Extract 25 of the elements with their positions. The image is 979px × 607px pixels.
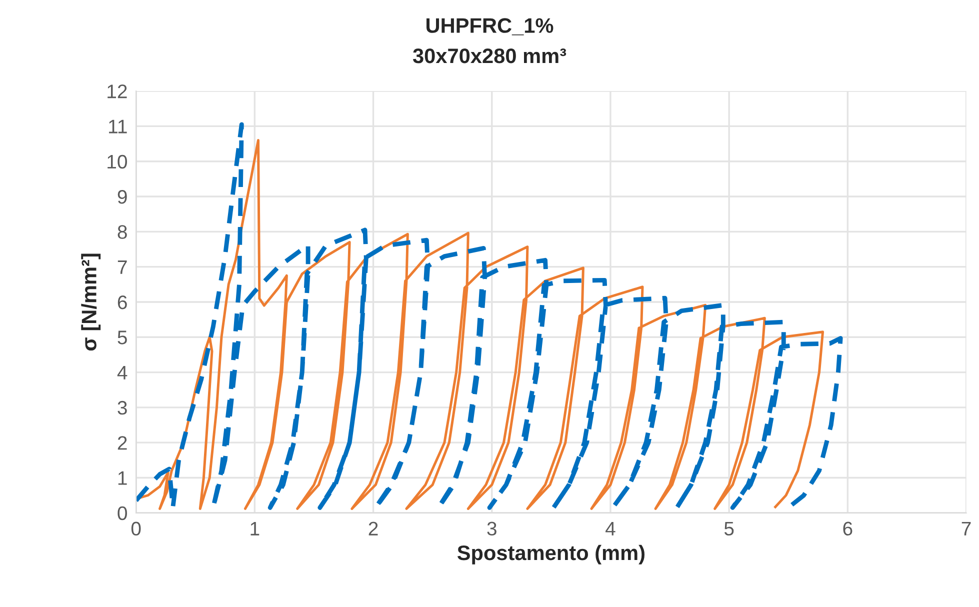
y-tick-label: 7 xyxy=(118,260,127,274)
y-tick-label: 2 xyxy=(118,436,127,450)
x-tick-label: 3 xyxy=(487,522,496,536)
y-tick-label: 9 xyxy=(118,190,127,204)
x-tick-label: 2 xyxy=(368,522,378,536)
x-axis-title: Spostamento (mm) xyxy=(457,544,644,564)
y-tick-label: 11 xyxy=(109,120,127,134)
y-tick-label: 10 xyxy=(108,154,127,169)
y-tick-label: 1 xyxy=(118,471,127,485)
y-tick-label: 6 xyxy=(118,295,127,310)
chart-title: UHPFRC_1% xyxy=(426,18,554,36)
x-tick-label: 0 xyxy=(131,522,141,536)
x-tick-label: 5 xyxy=(724,522,734,536)
y-axis-title: σ [N/mm²] xyxy=(81,254,101,351)
y-tick-label: 4 xyxy=(117,366,128,380)
x-tick-label: 7 xyxy=(962,522,971,536)
y-tick-label: 8 xyxy=(118,225,127,239)
y-tick-label: 0 xyxy=(118,506,127,520)
y-tick-label: 12 xyxy=(108,84,127,98)
y-tick-label: 5 xyxy=(118,330,127,344)
x-tick-label: 4 xyxy=(606,522,616,536)
x-tick-label: 6 xyxy=(843,522,852,536)
y-tick-label: 3 xyxy=(118,400,127,415)
chart-subtitle: 30x70x280 mm³ xyxy=(412,48,566,64)
x-tick-label: 1 xyxy=(250,522,260,536)
